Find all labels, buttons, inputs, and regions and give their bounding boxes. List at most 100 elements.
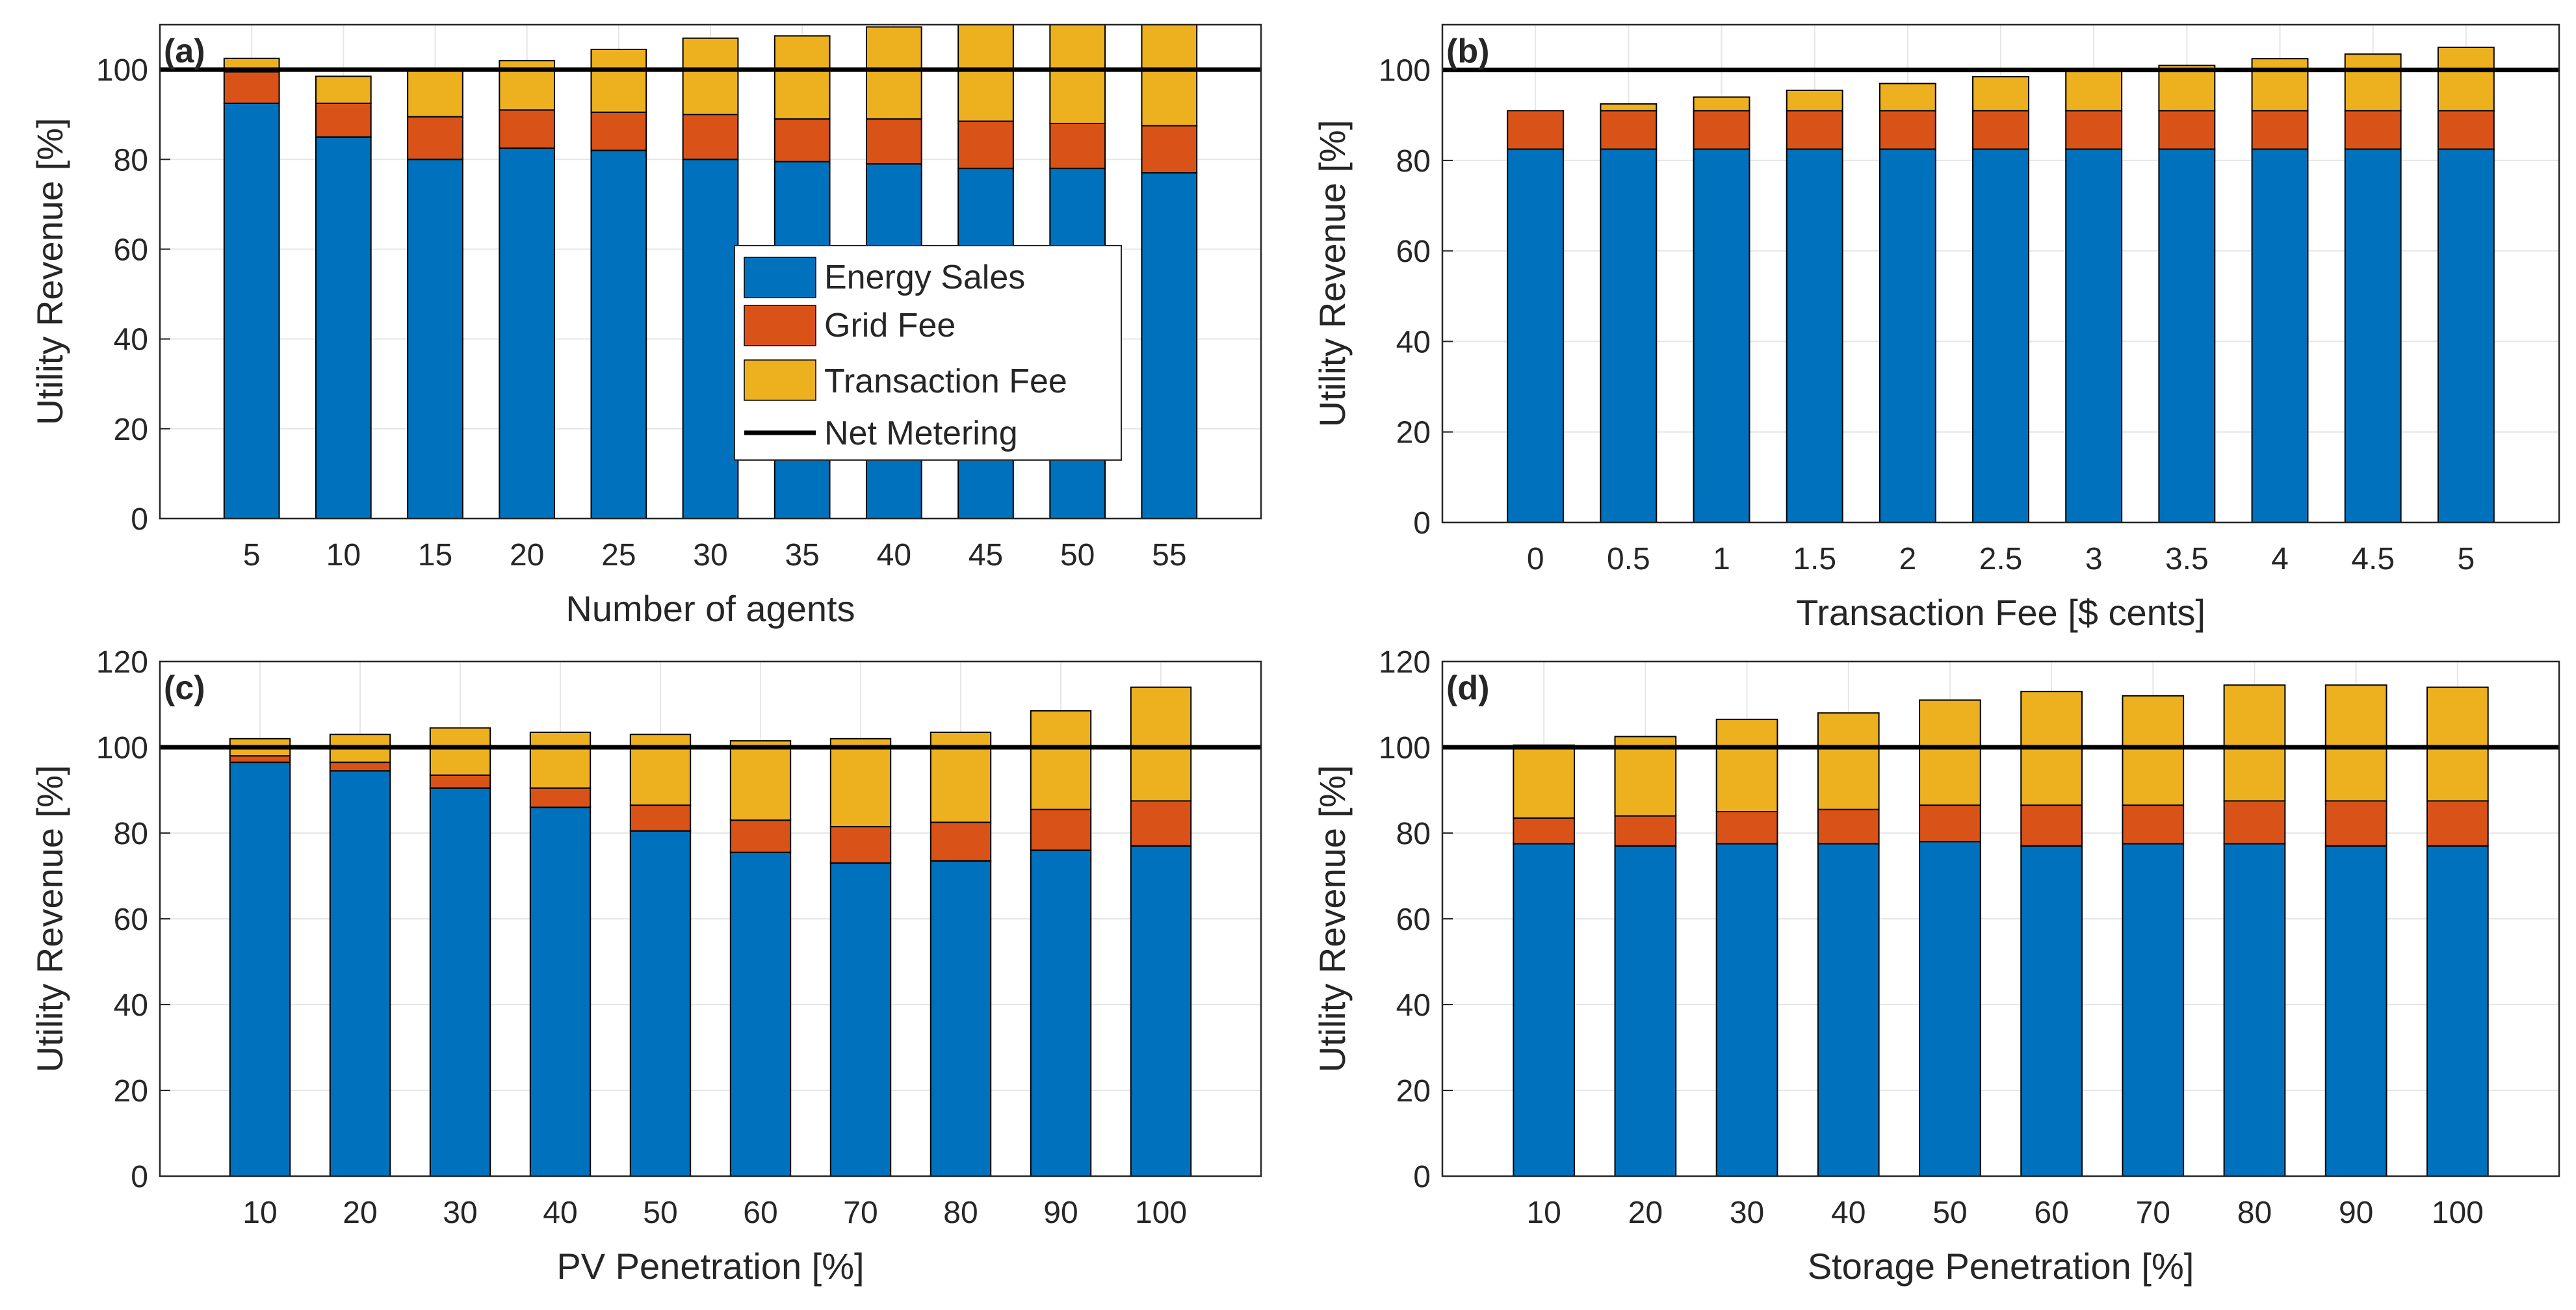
bar-grid-fee-10	[1513, 817, 1576, 845]
bar-energy-sales-5	[223, 102, 280, 519]
bar-energy-sales-90	[2324, 845, 2387, 1177]
bar-energy-sales-1	[1693, 148, 1750, 523]
y-tick-label: 40	[114, 323, 148, 357]
bar-energy-sales-20	[499, 148, 556, 519]
y-tick-label: 80	[1396, 144, 1431, 179]
x-tick-label: 20	[510, 538, 544, 572]
bar-energy-sales-50	[1919, 841, 1981, 1177]
bar-grid-fee-25	[590, 111, 647, 151]
bar-grid-fee-70	[2122, 804, 2185, 845]
axes-box	[159, 23, 1262, 520]
y-axis-label: Utility Revenue [%]	[1312, 120, 1353, 427]
y-tick-label: 100	[96, 53, 148, 88]
bar-grid-fee-60	[2020, 804, 2083, 847]
bar-transaction-fee-10	[315, 75, 372, 104]
bar-transaction-fee-40	[1817, 712, 1880, 810]
x-tick-label: 30	[1730, 1196, 1764, 1230]
x-tick-label: 45	[969, 538, 1003, 572]
bar-grid-fee-1	[1693, 110, 1750, 150]
bar-energy-sales-70	[2122, 843, 2185, 1177]
x-tick-label: 15	[418, 538, 452, 572]
x-tick-label: 10	[242, 1196, 277, 1230]
bar-grid-fee-20	[1614, 815, 1677, 847]
bar-transaction-fee-55	[1141, 24, 1198, 127]
bar-grid-fee-35	[774, 118, 831, 162]
bar-transaction-fee-40	[865, 26, 922, 120]
bar-transaction-fee-100	[1130, 686, 1192, 802]
x-tick-label: 3.5	[2165, 542, 2209, 576]
bar-energy-sales-4	[2251, 148, 2309, 523]
bar-transaction-fee-80	[2223, 684, 2286, 802]
bar-energy-sales-10	[1513, 843, 1576, 1177]
bar-grid-fee-0	[1507, 110, 1565, 150]
y-axis-label: Utility Revenue [%]	[29, 765, 70, 1072]
bar-energy-sales-2.5	[1972, 148, 2029, 523]
bar-grid-fee-40	[529, 787, 592, 808]
x-tick-label: 4	[2271, 542, 2289, 576]
legend-label-grid-fee: Grid Fee	[824, 307, 956, 344]
bar-energy-sales-4.5	[2344, 148, 2402, 523]
bar-energy-sales-80	[930, 860, 992, 1177]
x-tick-label: 0.5	[1607, 542, 1650, 576]
bar-grid-fee-4.5	[2344, 110, 2402, 150]
x-axis-label: Transaction Fee [$ cents]	[1796, 592, 2205, 633]
bar-transaction-fee-50	[1919, 699, 1981, 806]
bar-energy-sales-30	[1715, 843, 1778, 1177]
y-tick-label: 80	[114, 817, 148, 851]
bar-transaction-fee-20	[1614, 736, 1677, 817]
bar-transaction-fee-35	[774, 35, 831, 120]
bar-grid-fee-40	[865, 118, 922, 165]
bar-grid-fee-90	[1030, 808, 1092, 851]
bar-grid-fee-55	[1141, 125, 1198, 173]
bar-grid-fee-3.5	[2158, 110, 2216, 150]
x-tick-label: 40	[877, 538, 911, 572]
x-tick-label: 1	[1713, 542, 1730, 576]
axes-box	[1441, 660, 2560, 1177]
x-tick-label: 90	[1043, 1196, 1078, 1230]
y-tick-label: 0	[1413, 1160, 1431, 1194]
x-tick-label: 1.5	[1793, 542, 1836, 576]
bar-energy-sales-55	[1141, 172, 1198, 519]
x-tick-label: 60	[743, 1196, 777, 1230]
x-tick-label: 25	[601, 538, 636, 572]
x-tick-label: 10	[1526, 1196, 1561, 1230]
bar-energy-sales-30	[682, 159, 739, 520]
x-tick-label: 70	[843, 1196, 878, 1230]
bar-transaction-fee-25	[590, 49, 647, 113]
bar-transaction-fee-30	[429, 727, 491, 776]
bar-grid-fee-1.5	[1786, 110, 1843, 150]
bar-energy-sales-0	[1507, 148, 1565, 523]
bar-energy-sales-10	[229, 762, 291, 1177]
y-tick-label: 60	[114, 233, 148, 267]
y-tick-label: 100	[1379, 731, 1431, 765]
bar-energy-sales-100	[1130, 845, 1192, 1177]
legend-swatch-energy-sales	[744, 257, 816, 298]
bar-energy-sales-50	[629, 830, 692, 1177]
x-tick-label: 0	[1527, 542, 1544, 576]
x-tick-label: 60	[2034, 1196, 2068, 1230]
bar-energy-sales-90	[1030, 849, 1092, 1177]
bar-transaction-fee-1.5	[1786, 89, 1843, 112]
bar-energy-sales-0.5	[1600, 148, 1658, 523]
bar-transaction-fee-2	[1879, 83, 1936, 112]
x-tick-label: 5	[243, 538, 261, 572]
bar-transaction-fee-1	[1693, 96, 1750, 112]
y-tick-label: 60	[1396, 235, 1431, 269]
bar-energy-sales-70	[829, 862, 892, 1177]
bar-energy-sales-25	[590, 149, 647, 520]
bar-energy-sales-15	[407, 159, 463, 520]
bar-grid-fee-80	[2223, 800, 2286, 845]
bar-grid-fee-100	[1130, 800, 1192, 847]
bar-energy-sales-20	[1614, 845, 1677, 1177]
bar-energy-sales-80	[2223, 843, 2286, 1177]
x-tick-label: 55	[1152, 538, 1186, 572]
bar-transaction-fee-0.5	[1600, 103, 1658, 112]
bar-transaction-fee-30	[1715, 719, 1778, 812]
bar-transaction-fee-45	[957, 24, 1014, 122]
y-tick-label: 40	[114, 988, 148, 1023]
bar-grid-fee-3	[2065, 110, 2123, 150]
y-tick-label: 20	[1396, 1074, 1431, 1109]
bar-grid-fee-4	[2251, 110, 2309, 150]
x-tick-label: 50	[643, 1196, 677, 1230]
